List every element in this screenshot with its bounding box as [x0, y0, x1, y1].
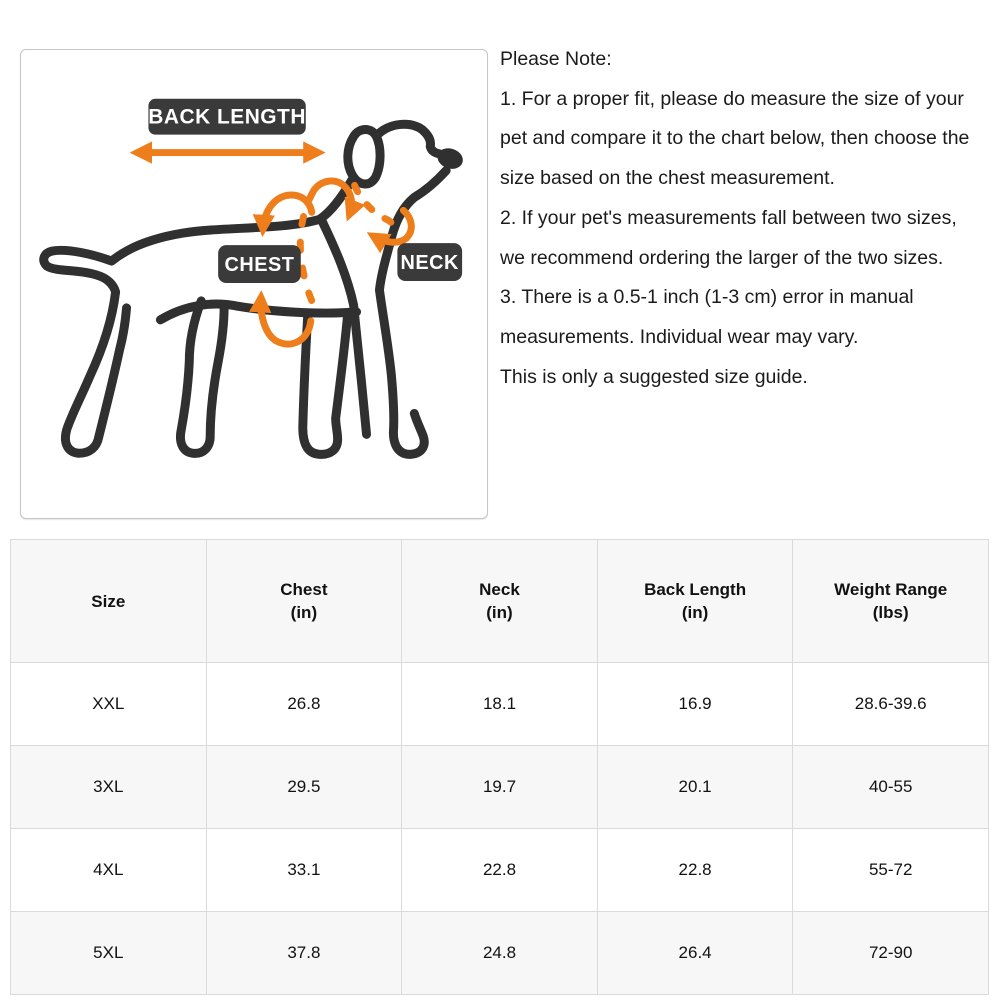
- cell-neck: 18.1: [401, 662, 598, 746]
- column-header-line2: (lbs): [872, 603, 909, 622]
- table-row-xxl: XXL 26.8 18.1 16.9 28.6-39.6: [10, 662, 989, 746]
- dog-illustration: [39, 119, 463, 459]
- cell-back-length: 22.8: [596, 828, 794, 912]
- cell-back-length: 26.4: [596, 911, 794, 995]
- dog-near-hind-leg: [176, 296, 229, 458]
- chest-dashed-line: [296, 188, 324, 320]
- cell-chest: 26.8: [205, 662, 403, 746]
- cell-neck: 24.8: [401, 911, 598, 995]
- column-header-chest: Chest (in): [205, 539, 403, 663]
- dog-shoulder-line: [317, 215, 371, 439]
- cell-weight-range: 40-55: [792, 745, 989, 829]
- cell-size: XXL: [10, 662, 207, 746]
- note-line: This is only a suggested size guide.: [500, 365, 808, 388]
- cell-weight-range: 55-72: [792, 828, 989, 912]
- neck-label: NECK: [397, 243, 463, 282]
- neck-arrow-right: [366, 206, 415, 254]
- chest-label-text: CHEST: [224, 254, 294, 276]
- table-row-5xl: 5XL 37.8 24.8 26.4 72-90: [10, 911, 989, 995]
- chest-arrow-top: [252, 191, 316, 238]
- neck-label-bg: [397, 243, 463, 282]
- note-line: 1. For a proper fit, please do measure t…: [500, 87, 964, 110]
- note-line: 3. There is a 0.5-1 inch (1-3 cm) error …: [500, 286, 914, 309]
- note-line: pet and compare it to the chart below, t…: [500, 127, 970, 150]
- size-chart-body: XXL 26.8 18.1 16.9 28.6-39.6 3XL 29.5 19…: [10, 662, 989, 995]
- column-header-line1: Chest: [280, 580, 328, 599]
- dog-neck-front-near-leg: [374, 166, 451, 459]
- column-header-line1: Neck: [479, 580, 520, 599]
- cell-back-length: 20.1: [596, 745, 794, 829]
- dog-far-front-leg: [298, 310, 353, 459]
- size-chart-header: Size Chest (in) Neck (in) Back Length (i…: [10, 539, 989, 663]
- dog-nose: [437, 148, 463, 169]
- cell-chest: 37.8: [205, 911, 403, 995]
- table-row-3xl: 3XL 29.5 19.7 20.1 40-55: [10, 745, 989, 829]
- note-line: measurements. Individual wear may vary.: [500, 325, 859, 348]
- column-header-weight-range: Weight Range (lbs): [792, 539, 989, 663]
- back-length-label: BACK LENGTH: [148, 98, 306, 135]
- column-header-line1: Size: [91, 591, 126, 611]
- cell-weight-range: 72-90: [792, 911, 989, 995]
- column-header-line2: (in): [681, 603, 709, 622]
- dog-ear: [343, 125, 385, 189]
- cell-size: 4XL: [10, 828, 207, 912]
- cell-neck: 19.7: [401, 745, 598, 829]
- neck-dashed-line: [351, 181, 402, 237]
- cell-size: 5XL: [10, 911, 207, 995]
- chest-label: CHEST: [218, 245, 301, 284]
- chest-arrow-bottom: [249, 290, 315, 348]
- measurement-marks: [129, 141, 415, 348]
- dog-measurement-diagram: BACK LENGTH CHEST NECK: [20, 49, 488, 519]
- column-header-back-length: Back Length (in): [596, 539, 794, 663]
- neck-label-text: NECK: [401, 252, 460, 274]
- column-header-line2: (in): [290, 603, 318, 622]
- cell-chest: 33.1: [205, 828, 403, 912]
- column-header-line2: (in): [486, 603, 513, 622]
- cell-size: 3XL: [10, 745, 207, 829]
- note-title: Please Note:: [500, 48, 612, 70]
- chest-label-bg: [218, 245, 301, 284]
- size-chart-table: Size Chest (in) Neck (in) Back Length (i…: [10, 539, 989, 995]
- note-line: size based on the chest measurement.: [500, 167, 835, 190]
- dog-diagram-svg: BACK LENGTH CHEST NECK: [39, 98, 463, 459]
- table-row-4xl: 4XL 33.1 22.8 22.8 55-72: [10, 828, 989, 912]
- dog-back-tail-hindleg-line: [39, 175, 357, 458]
- header-row: Size Chest (in) Neck (in) Back Length (i…: [10, 539, 989, 663]
- cell-chest: 29.5: [205, 745, 403, 829]
- neck-arrow-left: [310, 177, 366, 222]
- column-header-size: Size: [10, 539, 207, 663]
- column-header-line1: Weight Range: [834, 580, 948, 599]
- back-length-label-text: BACK LENGTH: [148, 106, 306, 129]
- cell-back-length: 16.9: [596, 662, 794, 746]
- dog-belly-line: [155, 299, 362, 325]
- column-header-line1: Back Length: [644, 580, 747, 599]
- note-text-block: Please Note: 1. For a proper fit, please…: [500, 40, 998, 397]
- back-length-label-bg: [148, 98, 306, 135]
- note-line: we recommend ordering the larger of the …: [500, 246, 944, 269]
- note-line: 2. If your pet's measurements fall betwe…: [500, 206, 957, 229]
- cell-neck: 22.8: [401, 828, 598, 912]
- cell-weight-range: 28.6-39.6: [792, 662, 989, 746]
- column-header-neck: Neck (in): [401, 539, 598, 663]
